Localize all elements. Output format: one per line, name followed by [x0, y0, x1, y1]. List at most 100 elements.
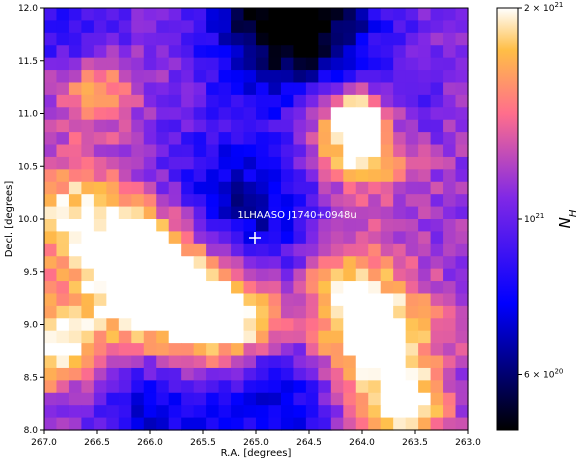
heatmap-cell — [343, 392, 357, 406]
heatmap-cell — [68, 156, 83, 170]
heatmap-cell — [368, 330, 382, 344]
heatmap-cell — [268, 57, 282, 71]
heatmap-cell — [418, 82, 432, 96]
heatmap-cell — [430, 169, 444, 183]
heatmap-cell — [81, 156, 95, 170]
heatmap-cell — [156, 107, 170, 121]
heatmap-cell — [106, 318, 120, 332]
heatmap-cell — [280, 181, 295, 195]
heatmap-cell — [268, 70, 282, 84]
heatmap-cell — [218, 219, 232, 233]
heatmap-cell — [380, 57, 394, 71]
heatmap-cell — [355, 181, 369, 195]
heatmap-cell — [368, 82, 382, 96]
heatmap-cell — [305, 256, 319, 270]
heatmap-cell — [343, 380, 357, 394]
y-tick-label: 10.5 — [18, 162, 38, 172]
heatmap-cell — [81, 57, 95, 71]
heatmap-cell — [380, 405, 394, 419]
heatmap-cell — [118, 57, 132, 71]
heatmap-cell — [56, 243, 70, 257]
heatmap-cell — [305, 305, 319, 319]
heatmap-cell — [393, 256, 407, 270]
heatmap-cell — [93, 94, 107, 108]
heatmap-cell — [256, 57, 270, 71]
heatmap-cell — [156, 57, 170, 71]
heatmap-cell — [280, 144, 295, 158]
heatmap-cell — [318, 194, 332, 208]
heatmap-cell — [405, 20, 419, 34]
heatmap-cell — [430, 256, 444, 270]
heatmap-cell — [405, 82, 419, 96]
heatmap-cell — [418, 355, 432, 369]
heatmap-cell — [268, 82, 282, 96]
heatmap-cell — [355, 194, 369, 208]
heatmap-cell — [243, 206, 257, 220]
heatmap-cell — [318, 268, 332, 282]
heatmap-cell — [318, 144, 332, 158]
heatmap-cell — [380, 367, 394, 381]
heatmap-cell — [293, 268, 307, 282]
heatmap-cell — [443, 32, 457, 46]
heatmap-cell — [81, 32, 95, 46]
heatmap-cell — [443, 219, 457, 233]
heatmap-cell — [231, 82, 245, 96]
heatmap-cell — [330, 417, 344, 431]
heatmap-cell — [280, 392, 295, 406]
heatmap-cell — [56, 206, 70, 220]
heatmap-cell — [455, 355, 469, 369]
heatmap-cell — [256, 32, 270, 46]
heatmap-cell — [93, 107, 107, 121]
heatmap-cell — [131, 156, 145, 170]
heatmap-cell — [143, 367, 157, 381]
heatmap-cell — [280, 107, 295, 121]
heatmap-cell — [318, 330, 332, 344]
heatmap-cell — [243, 156, 257, 170]
heatmap-cell — [156, 417, 170, 431]
heatmap-cell — [106, 57, 120, 71]
heatmap-cell — [393, 330, 407, 344]
heatmap-cell — [81, 231, 95, 245]
heatmap-cell — [243, 405, 257, 419]
heatmap-cell — [405, 355, 419, 369]
heatmap-cell — [318, 293, 332, 307]
heatmap-cell — [256, 82, 270, 96]
heatmap-cell — [131, 70, 145, 84]
heatmap-cell — [430, 57, 444, 71]
heatmap-cell — [256, 194, 270, 208]
heatmap-cell — [181, 417, 195, 431]
heatmap-cell — [280, 219, 295, 233]
heatmap-cell — [231, 181, 245, 195]
heatmap-cell — [418, 256, 432, 270]
heatmap-cell — [243, 132, 257, 146]
heatmap-cell — [168, 57, 182, 71]
heatmap-cell — [343, 243, 357, 257]
heatmap-cell — [318, 417, 332, 431]
heatmap-cell — [443, 405, 457, 419]
heatmap-cell — [380, 243, 394, 257]
heatmap-cell — [380, 144, 394, 158]
heatmap-cell — [393, 305, 407, 319]
heatmap-cell — [280, 231, 295, 245]
heatmap-cell — [143, 380, 157, 394]
heatmap-cell — [293, 219, 307, 233]
heatmap-cell — [305, 219, 319, 233]
heatmap-cell — [56, 256, 70, 270]
heatmap-cell — [193, 392, 207, 406]
heatmap-cell — [268, 355, 282, 369]
heatmap-cell — [193, 132, 207, 146]
heatmap-cell — [68, 8, 83, 22]
heatmap-cell — [93, 268, 107, 282]
heatmap-cell — [268, 32, 282, 46]
heatmap-cell — [68, 119, 83, 133]
heatmap-cell — [368, 219, 382, 233]
heatmap-cell — [256, 367, 270, 381]
heatmap-cell — [218, 20, 232, 34]
heatmap-cell — [243, 57, 257, 71]
heatmap-cell — [168, 219, 182, 233]
heatmap-cell — [355, 94, 369, 108]
heatmap-cell — [218, 380, 232, 394]
heatmap-cell — [68, 268, 83, 282]
heatmap-cell — [318, 405, 332, 419]
y-tick-label: 11.0 — [18, 110, 38, 120]
